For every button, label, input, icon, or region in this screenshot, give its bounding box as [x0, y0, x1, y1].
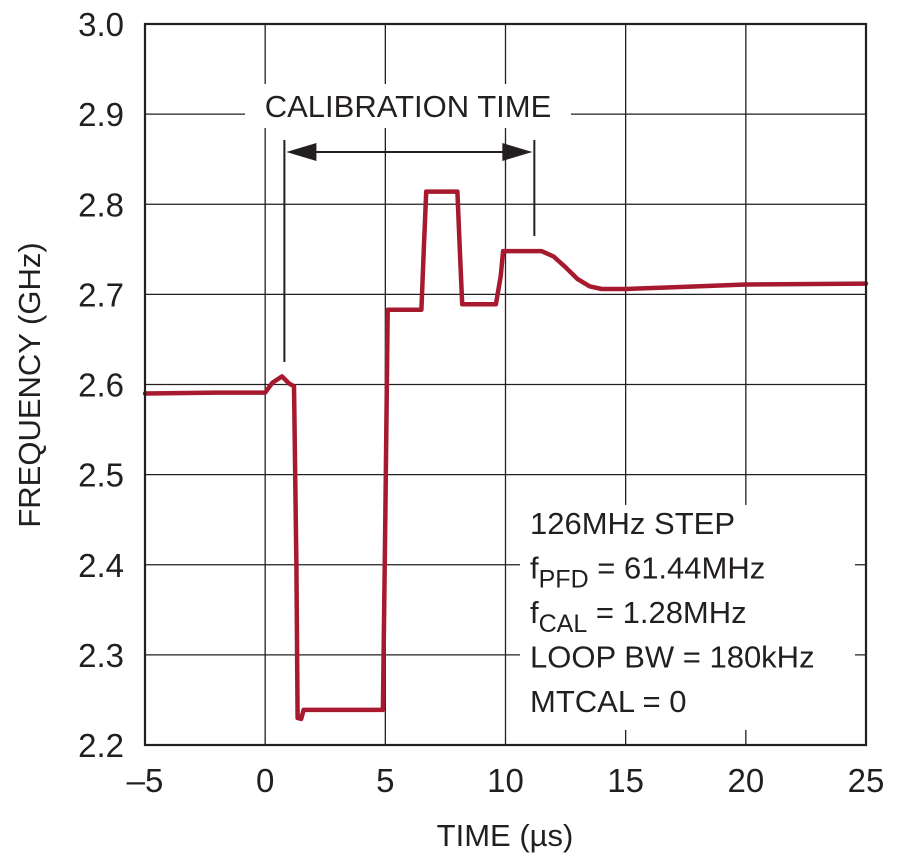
- x-tick-label: 20: [727, 762, 764, 799]
- plot-frame: [143, 22, 868, 747]
- calibration-arrowhead-left: [286, 143, 317, 161]
- y-tick-label: 2.8: [78, 186, 124, 223]
- condition-line: LOOP BW = 180kHz: [530, 640, 815, 675]
- y-tick-label: 3.0: [78, 6, 124, 43]
- x-tick-label: 15: [607, 762, 644, 799]
- frequency-series-line: [142, 189, 869, 722]
- conditions-background: [520, 505, 855, 730]
- x-tick-label: –5: [127, 762, 164, 799]
- y-tick-label: 2.4: [78, 547, 124, 584]
- x-tick-labels: –5 0 5 10 15 20 25: [127, 762, 885, 799]
- y-tick-label: 2.3: [78, 637, 124, 674]
- y-tick-labels: 2.2 2.3 2.4 2.5 2.6 2.7 2.8 2.9 3.0: [78, 6, 124, 764]
- condition-line: fCAL = 1.28MHz: [530, 595, 747, 638]
- x-tick-label: 5: [376, 762, 394, 799]
- y-tick-label: 2.2: [78, 727, 124, 764]
- y-axis-title: FREQUENCY (GHz): [12, 242, 47, 527]
- condition-line: 126MHz STEP: [530, 506, 735, 541]
- calibration-label-background: [245, 84, 571, 128]
- x-tick-label: 0: [256, 762, 274, 799]
- x-tick-label: 25: [848, 762, 885, 799]
- calibration-arrowhead-right: [502, 143, 533, 161]
- y-tick-label: 2.5: [78, 457, 124, 494]
- series-layer: [142, 189, 869, 722]
- calibration-label: CALIBRATION TIME: [265, 89, 552, 124]
- x-tick-label: 10: [487, 762, 524, 799]
- x-axis-title: TIME (µs): [437, 818, 574, 853]
- calibration-annotation: CALIBRATION TIME: [245, 84, 571, 362]
- y-tick-label: 2.6: [78, 367, 124, 404]
- y-tick-label: 2.9: [78, 96, 124, 133]
- y-tick-label: 2.7: [78, 276, 124, 313]
- condition-line: fPFD = 61.44MHz: [530, 551, 765, 594]
- condition-line: MTCAL = 0: [530, 684, 686, 719]
